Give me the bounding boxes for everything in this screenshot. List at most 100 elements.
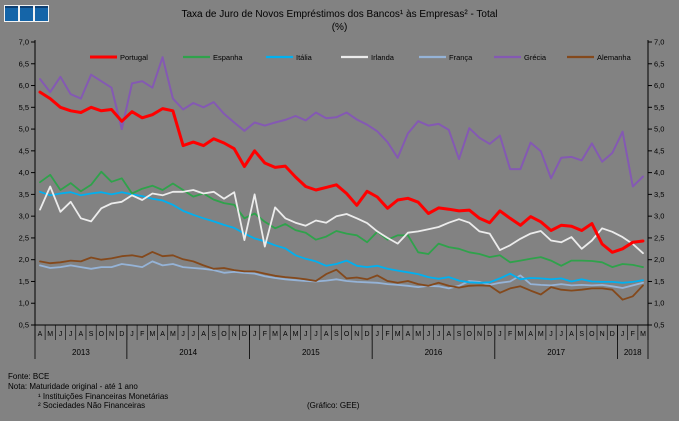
month-label: J bbox=[253, 331, 257, 338]
legend-item-italia: Itália bbox=[266, 53, 313, 62]
y-tick-label-left: 7,0 bbox=[19, 38, 29, 47]
month-label: A bbox=[201, 331, 206, 338]
legend-label: Alemanha bbox=[597, 53, 632, 62]
month-label: A bbox=[79, 331, 84, 338]
month-label: J bbox=[498, 331, 502, 338]
month-label: M bbox=[538, 331, 544, 338]
month-label: S bbox=[579, 331, 584, 338]
month-label: N bbox=[109, 331, 114, 338]
month-label: M bbox=[640, 331, 646, 338]
month-label: O bbox=[589, 331, 595, 338]
month-label: N bbox=[600, 331, 605, 338]
month-label: M bbox=[150, 331, 156, 338]
month-label: D bbox=[365, 331, 370, 338]
month-label: J bbox=[192, 331, 196, 338]
legend-item-irlanda: Irlanda bbox=[341, 53, 395, 62]
y-tick-label-right: 4,5 bbox=[654, 146, 664, 155]
y-tick-label-right: 0,5 bbox=[654, 321, 664, 330]
series-line-espanha bbox=[39, 170, 644, 269]
y-tick-label-left: 4,0 bbox=[19, 168, 29, 177]
month-label: J bbox=[59, 331, 63, 338]
month-label: J bbox=[376, 331, 380, 338]
y-tick-label-right: 6,0 bbox=[654, 81, 664, 90]
y-tick-label-left: 4,5 bbox=[19, 146, 29, 155]
month-label: J bbox=[181, 331, 185, 338]
source-note: Fonte: BCE bbox=[8, 372, 50, 381]
legend-label: Itália bbox=[296, 53, 313, 62]
month-label: M bbox=[293, 331, 299, 338]
y-tick-label-left: 3,0 bbox=[19, 212, 29, 221]
month-label: D bbox=[610, 331, 615, 338]
month-label: J bbox=[559, 331, 563, 338]
month-label: J bbox=[549, 331, 553, 338]
maturity-note: Nota: Maturidade original - até 1 ano bbox=[8, 381, 138, 391]
month-label: A bbox=[446, 331, 451, 338]
credit-note: (Gráfico: GEE) bbox=[307, 401, 360, 410]
legend-label: França bbox=[449, 53, 473, 62]
month-label: M bbox=[415, 331, 421, 338]
legend-label: Grécia bbox=[524, 53, 547, 62]
series-line-irlanda bbox=[39, 185, 644, 255]
series-line-italia bbox=[39, 190, 644, 284]
footnote-1: ¹ Instituições Financeiras Monetárias bbox=[38, 391, 169, 401]
month-label: M bbox=[47, 331, 53, 338]
series-line-portugal bbox=[38, 90, 645, 254]
chart-title-line1: Taxa de Juro de Novos Empréstimos dos Ba… bbox=[181, 9, 498, 20]
month-label: M bbox=[272, 331, 278, 338]
month-label: A bbox=[324, 331, 329, 338]
y-tick-label-right: 4,0 bbox=[654, 168, 664, 177]
month-label: F bbox=[263, 331, 267, 338]
month-label: S bbox=[457, 331, 462, 338]
month-label: F bbox=[385, 331, 389, 338]
footer-notes: Fonte: BCE Nota: Maturidade original - a… bbox=[8, 372, 168, 411]
month-label: F bbox=[508, 331, 512, 338]
logo-square bbox=[5, 6, 18, 21]
year-label: 2013 bbox=[72, 348, 90, 357]
y-tick-label-left: 5,0 bbox=[19, 125, 29, 134]
month-label: F bbox=[631, 331, 635, 338]
month-label: O bbox=[221, 331, 227, 338]
legend-item-franca: França bbox=[419, 53, 473, 62]
y-tick-label-right: 2,0 bbox=[654, 255, 664, 264]
month-label: J bbox=[621, 331, 625, 338]
month-label: N bbox=[354, 331, 359, 338]
month-label: N bbox=[232, 331, 237, 338]
y-tick-label-left: 0,5 bbox=[19, 321, 29, 330]
month-label: D bbox=[119, 331, 124, 338]
legend-item-alemanha: Alemanha bbox=[567, 53, 632, 62]
legend-label: Irlanda bbox=[371, 53, 395, 62]
y-tick-label-left: 1,5 bbox=[19, 277, 29, 286]
y-tick-label-right: 1,5 bbox=[654, 277, 664, 286]
month-label: D bbox=[242, 331, 247, 338]
legend-label: Portugal bbox=[120, 53, 148, 62]
footnote-2: ² Sociedades Não Financeiras bbox=[38, 401, 146, 411]
month-label: D bbox=[487, 331, 492, 338]
month-label: N bbox=[477, 331, 482, 338]
y-tick-label-right: 1,0 bbox=[654, 299, 664, 308]
y-tick-label-right: 6,5 bbox=[654, 59, 664, 68]
y-tick-label-right: 5,5 bbox=[654, 103, 664, 112]
y-tick-label-right: 3,5 bbox=[654, 190, 664, 199]
month-label: J bbox=[130, 331, 134, 338]
series-line-grecia bbox=[39, 56, 644, 188]
legend-label: Espanha bbox=[213, 53, 243, 62]
month-label: S bbox=[334, 331, 339, 338]
year-label: 2017 bbox=[547, 348, 565, 357]
month-label: A bbox=[528, 331, 533, 338]
y-tick-label-right: 3,0 bbox=[654, 212, 664, 221]
month-label: O bbox=[99, 331, 105, 338]
logo-square bbox=[20, 6, 33, 21]
month-label: A bbox=[160, 331, 165, 338]
series-line-franca bbox=[39, 260, 644, 290]
y-tick-label-right: 2,5 bbox=[654, 233, 664, 242]
month-label: A bbox=[283, 331, 288, 338]
month-label: O bbox=[344, 331, 350, 338]
logo-square bbox=[35, 6, 48, 21]
month-label: J bbox=[427, 331, 431, 338]
month-label: S bbox=[89, 331, 94, 338]
legend-item-espanha: Espanha bbox=[183, 53, 243, 62]
month-label: F bbox=[140, 331, 144, 338]
year-label: 2015 bbox=[302, 348, 320, 357]
month-label: J bbox=[437, 331, 441, 338]
y-tick-label-left: 5,5 bbox=[19, 103, 29, 112]
